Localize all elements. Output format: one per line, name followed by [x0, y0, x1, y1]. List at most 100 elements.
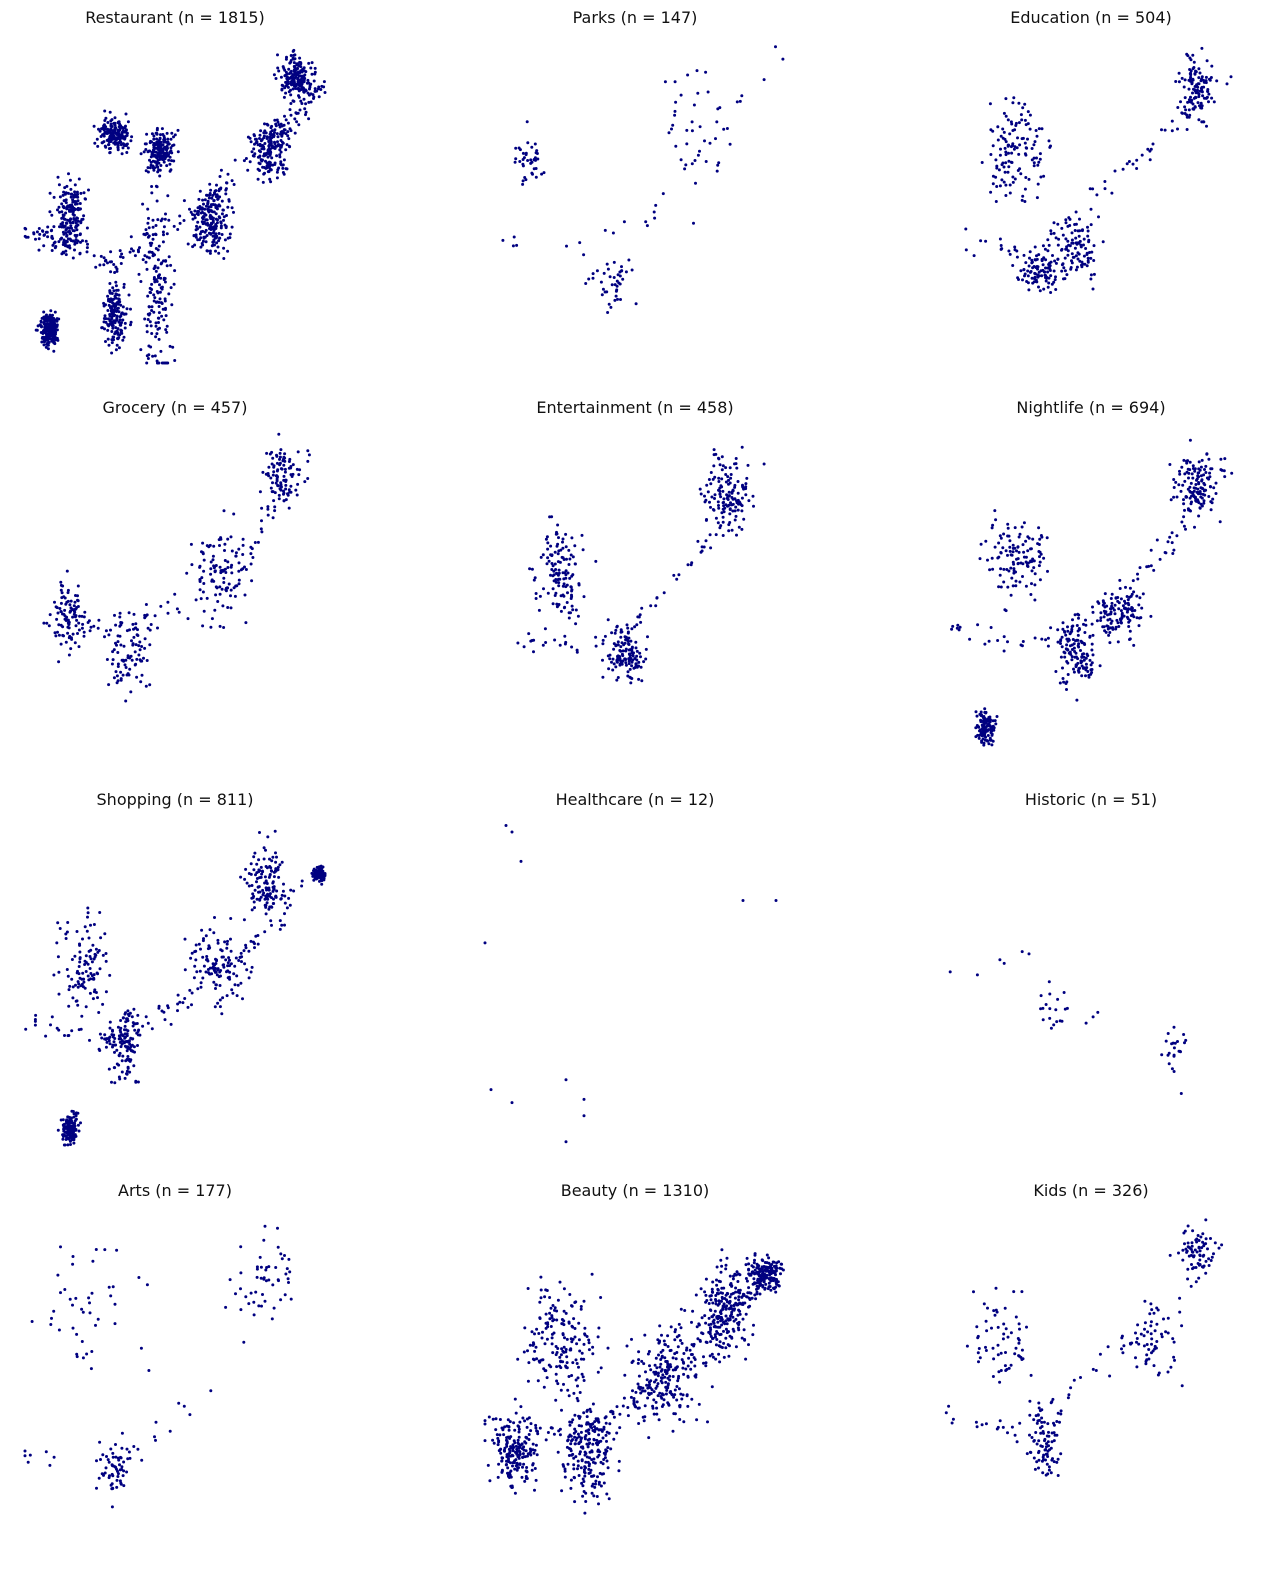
data-point — [617, 281, 621, 285]
data-point — [169, 263, 173, 267]
data-point — [1002, 165, 1006, 169]
data-point — [1097, 215, 1100, 219]
data-point — [567, 548, 571, 552]
data-point — [534, 597, 538, 600]
data-point — [1116, 640, 1120, 644]
data-point — [1182, 498, 1185, 502]
data-point — [980, 739, 984, 743]
data-point — [1079, 659, 1083, 663]
data-point — [236, 983, 240, 987]
data-point — [111, 1045, 114, 1049]
data-point — [1126, 607, 1130, 611]
data-point — [147, 216, 150, 220]
data-point — [226, 537, 230, 541]
data-point — [1103, 611, 1107, 615]
data-point — [65, 184, 69, 188]
data-point — [118, 315, 122, 319]
data-point — [48, 191, 52, 195]
data-point — [149, 163, 153, 167]
data-point — [1205, 96, 1209, 100]
data-point — [62, 190, 66, 194]
data-point — [304, 113, 307, 117]
data-point — [626, 674, 630, 678]
data-point — [229, 565, 233, 569]
data-point — [129, 654, 133, 658]
data-point — [57, 660, 61, 664]
data-point — [557, 584, 561, 588]
data-point — [112, 648, 116, 652]
data-point — [283, 452, 287, 456]
data-point — [663, 80, 667, 84]
data-point — [172, 224, 176, 228]
data-point — [287, 488, 291, 492]
data-point — [313, 72, 317, 76]
data-point — [1008, 132, 1012, 136]
data-point — [296, 73, 300, 77]
data-point — [148, 320, 152, 324]
data-point — [218, 1005, 222, 1009]
data-point — [1131, 579, 1135, 583]
data-point — [305, 81, 309, 85]
data-point — [640, 679, 644, 683]
data-point — [120, 252, 124, 256]
data-point — [996, 125, 1000, 129]
data-point — [166, 611, 170, 615]
data-point — [139, 152, 143, 156]
data-point — [205, 955, 209, 958]
data-point — [1046, 636, 1050, 640]
data-point — [57, 317, 61, 321]
data-point — [989, 626, 993, 629]
data-point — [212, 931, 216, 935]
data-point — [1128, 629, 1132, 633]
data-point — [257, 155, 261, 159]
data-point — [259, 150, 262, 154]
data-point — [1184, 108, 1188, 112]
data-point — [556, 552, 560, 556]
data-point — [227, 199, 231, 203]
data-point — [594, 644, 598, 648]
data-point — [72, 1138, 76, 1142]
data-point — [546, 541, 550, 545]
data-point — [213, 191, 216, 195]
data-point — [120, 1070, 124, 1074]
data-point — [981, 720, 985, 723]
data-point — [1085, 264, 1089, 268]
data-point — [44, 230, 48, 234]
data-point — [211, 558, 215, 562]
data-point — [1038, 157, 1042, 161]
data-point — [1197, 76, 1201, 80]
data-point — [271, 473, 275, 477]
data-point — [644, 647, 648, 651]
data-point — [214, 987, 217, 990]
data-point — [532, 167, 536, 171]
data-point — [213, 1005, 217, 1009]
data-point — [1123, 599, 1126, 603]
data-point — [1209, 485, 1212, 489]
data-point — [293, 131, 297, 135]
data-point — [222, 963, 226, 967]
data-point — [1135, 594, 1139, 598]
data-point — [79, 984, 83, 988]
data-point — [78, 976, 82, 980]
data-point — [70, 1029, 74, 1033]
data-point — [176, 993, 180, 997]
data-point — [1052, 269, 1056, 273]
data-point — [103, 119, 107, 122]
data-point — [270, 859, 274, 863]
data-point — [80, 614, 84, 618]
data-point — [632, 666, 636, 670]
data-point — [214, 249, 217, 253]
data-point — [557, 536, 560, 540]
data-point — [211, 240, 215, 244]
data-point — [1004, 549, 1008, 553]
data-point — [49, 318, 53, 322]
data-point — [117, 120, 121, 124]
data-point — [288, 490, 292, 494]
data-point — [219, 969, 223, 972]
data-point — [160, 314, 164, 318]
data-point — [288, 145, 292, 149]
data-point — [275, 132, 279, 136]
data-point — [96, 626, 100, 630]
data-point — [996, 138, 1000, 142]
data-point — [87, 949, 91, 953]
